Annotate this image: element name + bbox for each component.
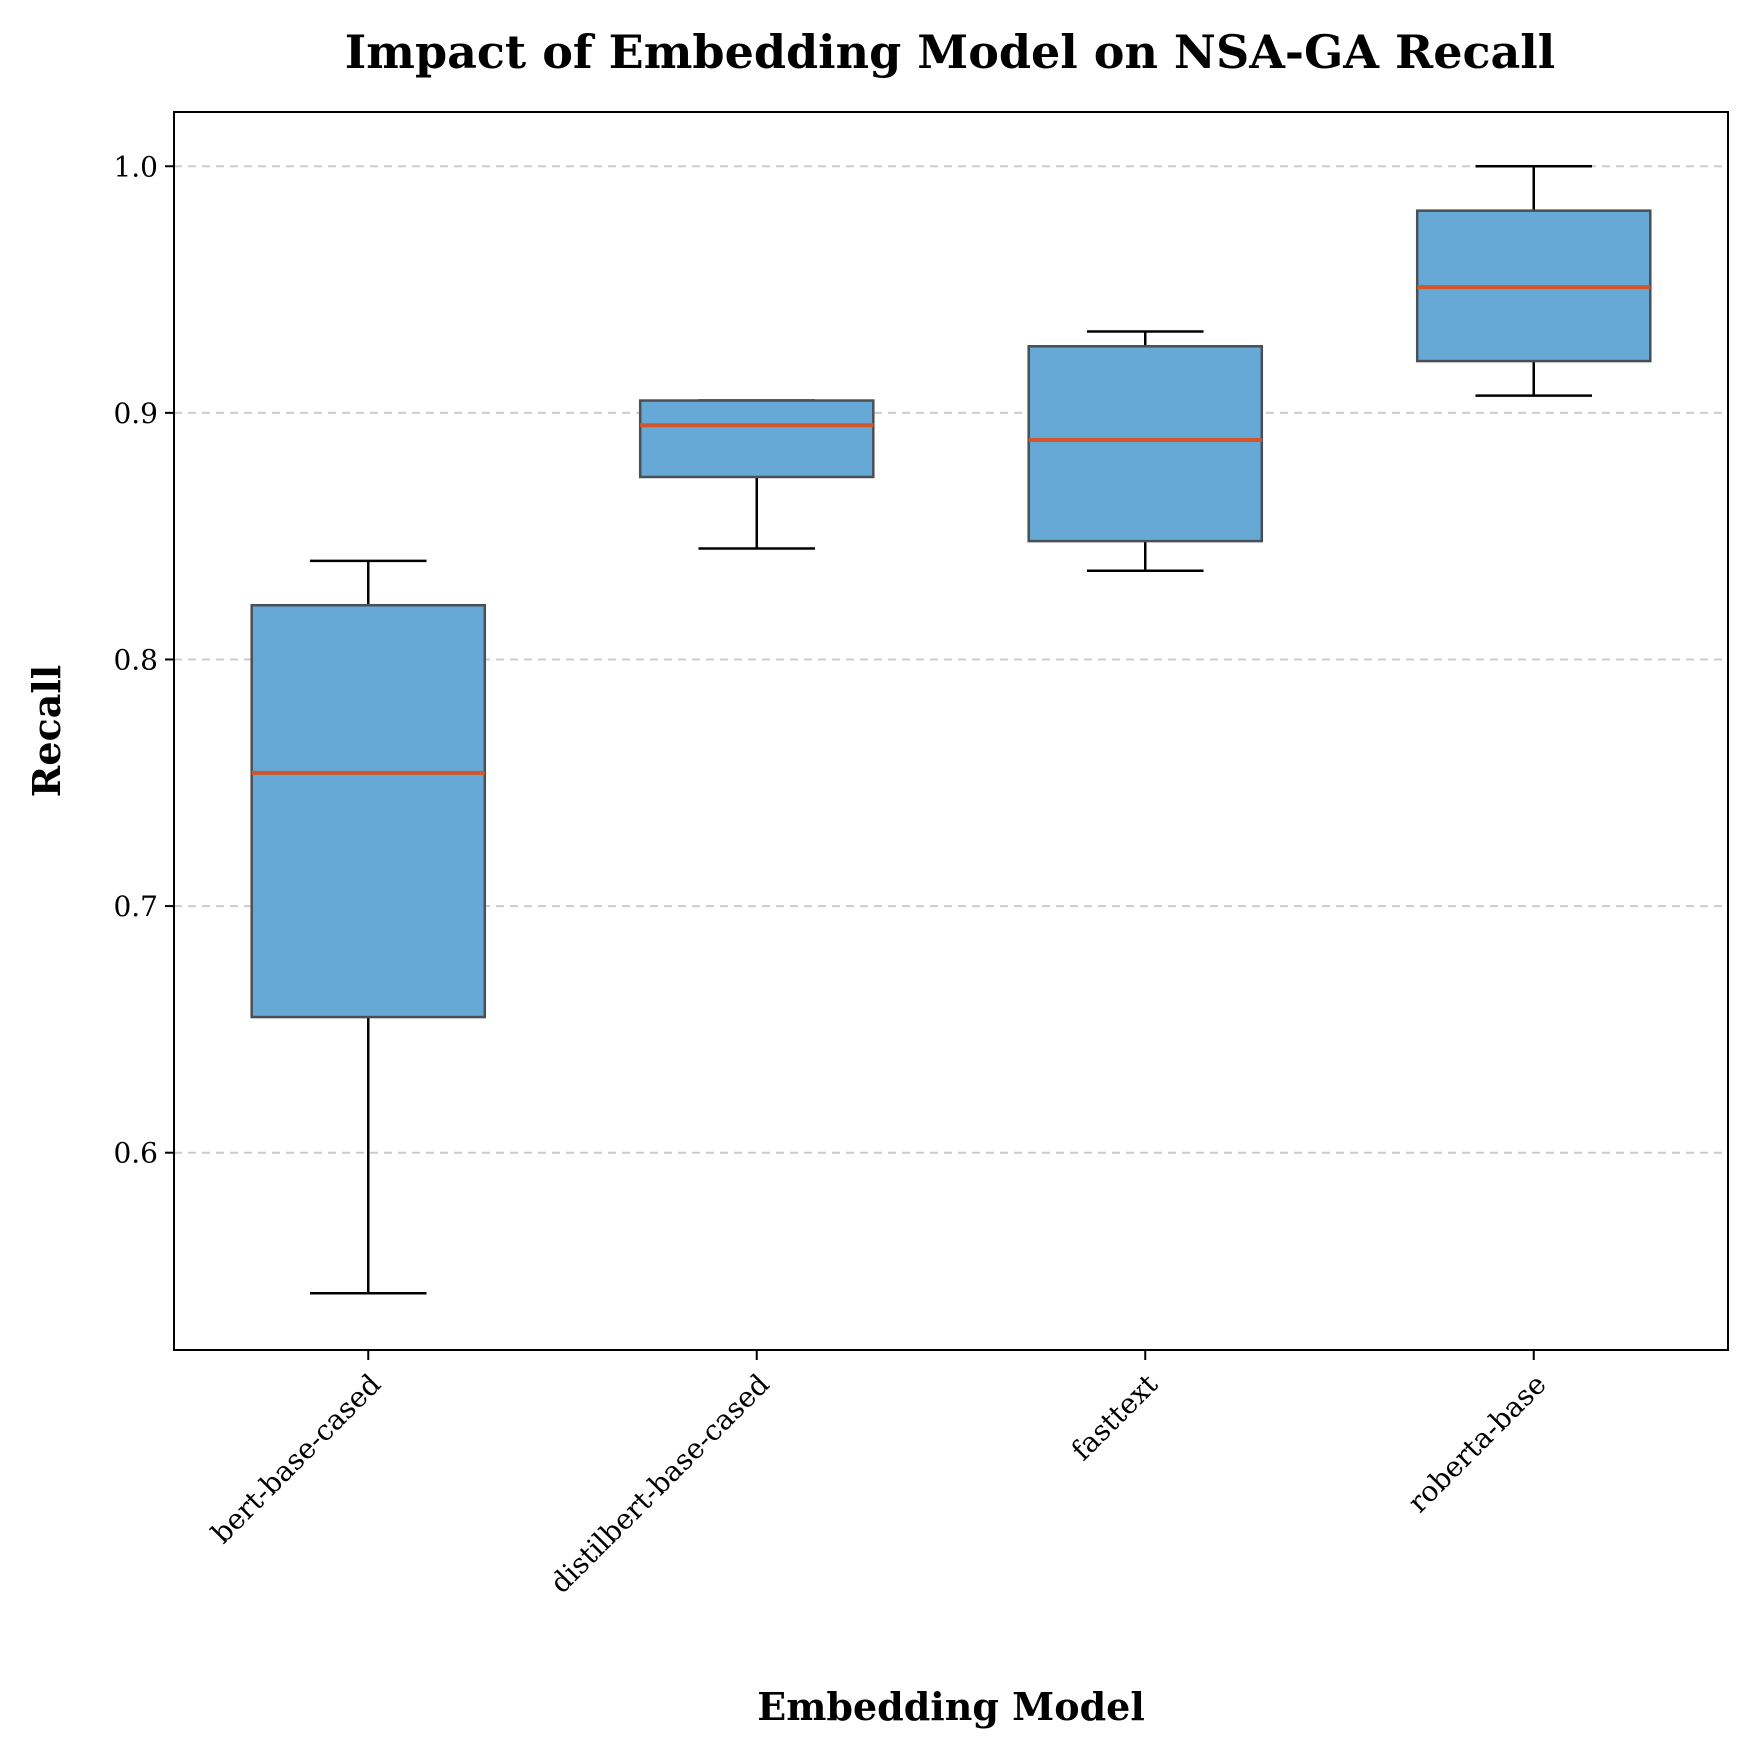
y-axis-label: Recall [24, 665, 69, 797]
x-tick-label: distilbert-base-cased [544, 1368, 776, 1600]
y-tick-label: 0.9 [113, 397, 158, 430]
x-axis-ticks: bert-base-cased distilbert-base-cased fast… [205, 1350, 1553, 1600]
iqr-box [638, 399, 875, 479]
x-axis-label: Embedding Model [757, 1684, 1145, 1729]
box-roberta-base [1415, 165, 1652, 397]
x-tick-label: fasttext [1065, 1367, 1165, 1467]
box-distilbert-base-cased [638, 399, 875, 550]
box-fasttext [1027, 330, 1264, 572]
y-tick-label: 0.7 [113, 890, 158, 923]
iqr-box [1027, 345, 1264, 543]
chart-title: Impact of Embedding Model on NSA-GA Reca… [345, 25, 1555, 79]
y-tick-label: 1.0 [113, 150, 158, 183]
iqr-box [250, 603, 487, 1019]
boxes-group [250, 165, 1652, 1295]
y-tick-label: 0.8 [113, 643, 158, 676]
plot-frame [173, 111, 1729, 1351]
box-bert-base-cased [250, 559, 487, 1295]
x-tick-label: roberta-base [1401, 1368, 1552, 1519]
y-tick-label: 0.6 [113, 1137, 158, 1170]
y-axis-ticks: 0.6 0.7 0.8 0.9 1.0 [113, 150, 174, 1170]
x-tick-label: bert-base-cased [205, 1368, 387, 1550]
